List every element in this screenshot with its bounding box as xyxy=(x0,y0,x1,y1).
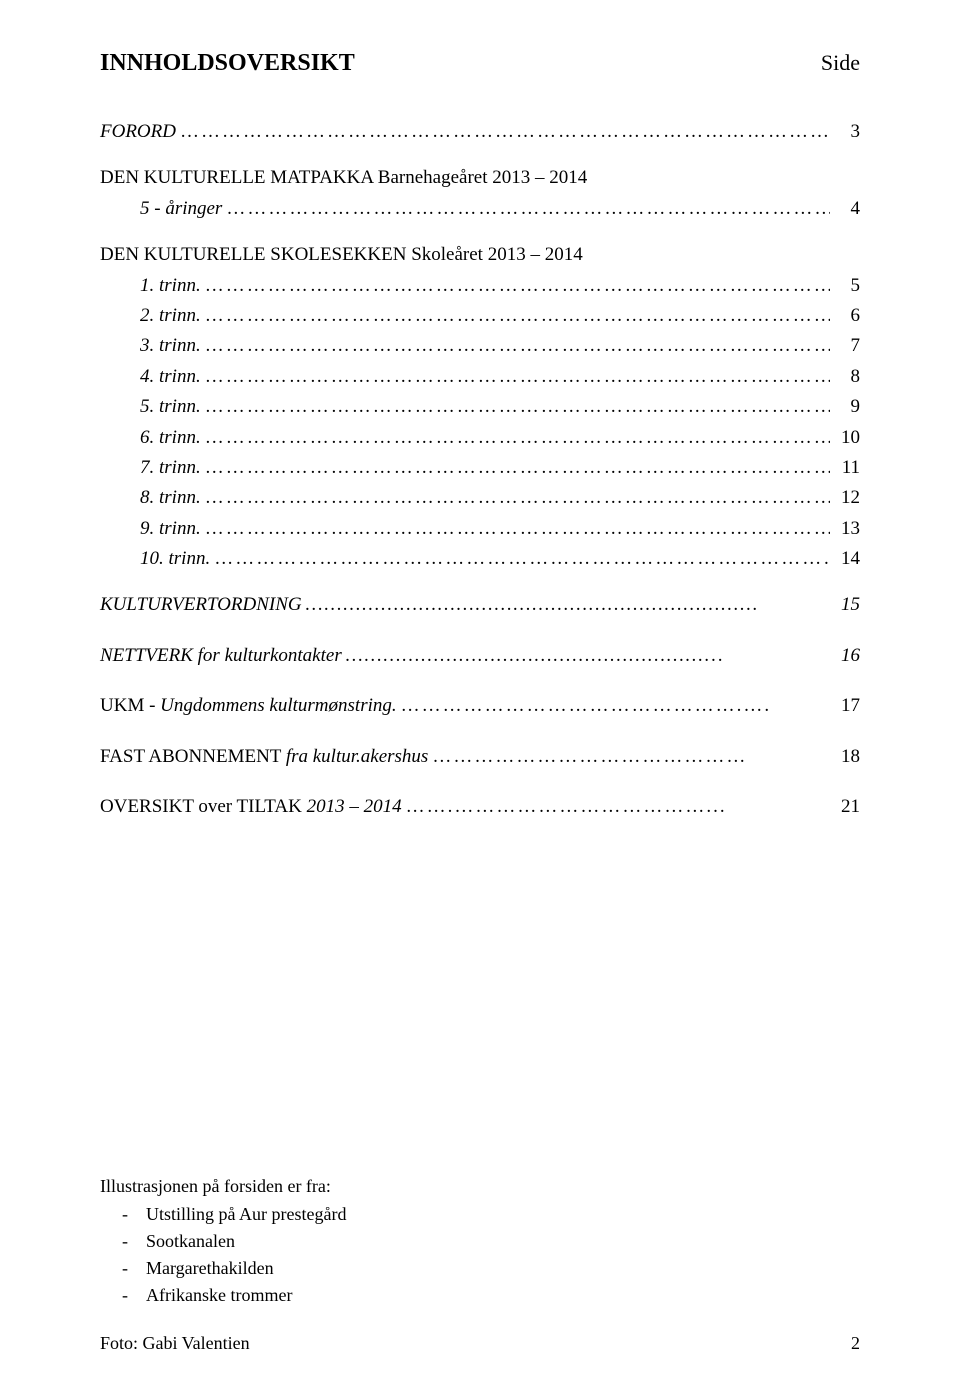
toc-leader: ……………………………………………………………………………….. xyxy=(201,331,830,361)
toc-leader: …………………………………………………………………………………….. xyxy=(176,117,830,147)
toc-entry: KULTURVERTORDNING……………………………………………………………… xyxy=(100,590,860,620)
footer-list-item: Utstilling på Aur prestegård xyxy=(146,1201,346,1228)
toc-leader: ……………………………………… xyxy=(428,742,830,772)
toc-page: 15 xyxy=(830,590,860,620)
toc-leader: ……………………………………………………………………………….. xyxy=(201,453,830,483)
toc-page: 4 xyxy=(830,194,860,224)
spacer xyxy=(100,574,860,590)
spacer xyxy=(100,147,860,163)
toc-entry: NETTVERK for kulturkontakter………………………………… xyxy=(100,641,860,671)
toc-page: 16 xyxy=(830,641,860,671)
toc-leader: ……………………………………………………………………………….. xyxy=(201,362,830,392)
footer-section: Illustrasjonen på forsiden er fra: Utsti… xyxy=(100,1176,346,1354)
spacer xyxy=(100,772,860,792)
toc-entry: 5 - åringer……………………………………………………………………………… xyxy=(100,194,860,224)
toc-page: 7 xyxy=(830,331,860,361)
toc-leader: ……………………………………………………………………………….. xyxy=(201,271,830,301)
toc-page: 6 xyxy=(830,301,860,331)
toc-entry: 7. trinn.……………………………………………………………………………….… xyxy=(100,453,860,483)
toc-leader: ……………………………………………………………………………….. xyxy=(210,544,830,574)
toc-text: 2. trinn. xyxy=(140,301,201,331)
toc-page: 13 xyxy=(830,514,860,544)
footer-list: Utstilling på Aur prestegårdSootkanalenM… xyxy=(100,1201,346,1309)
toc-entry: 6. trinn.……………………………………………………………………………….… xyxy=(100,423,860,453)
toc-entry: 2. trinn.……………………………………………………………………………….… xyxy=(100,301,860,331)
footer-intro: Illustrasjonen på forsiden er fra: xyxy=(100,1176,346,1197)
toc-page: 10 xyxy=(830,423,860,453)
toc-text: OVERSIKT over TILTAK 2013 – 2014 xyxy=(100,792,402,822)
toc-text: 3. trinn. xyxy=(140,331,201,361)
toc-leader: ……………………………………………………………………………….. xyxy=(201,483,830,513)
toc-page: 11 xyxy=(830,453,860,483)
toc-leader: ……………………………………………………………………………….. xyxy=(201,514,830,544)
toc-page: 17 xyxy=(830,691,860,721)
toc-text: 4. trinn. xyxy=(140,362,201,392)
side-label: Side xyxy=(821,50,860,76)
footer-list-item: Sootkanalen xyxy=(146,1228,346,1255)
toc-text: 6. trinn. xyxy=(140,423,201,453)
toc-entry: 3. trinn.……………………………………………………………………………….… xyxy=(100,331,860,361)
toc-text: FAST ABONNEMENT fra kultur.akershus xyxy=(100,742,428,772)
toc-leader: ……………………………………………………………………………….. xyxy=(201,392,830,422)
toc-entry: DEN KULTURELLE MATPAKKA Barnehageåret 20… xyxy=(100,163,860,193)
table-of-contents: FORORD……………………………………………………………………………………..… xyxy=(100,117,860,822)
footer-photo-credit: Foto: Gabi Valentien xyxy=(100,1333,346,1354)
toc-page: 18 xyxy=(830,742,860,772)
toc-entry: 1. trinn.……………………………………………………………………………….… xyxy=(100,271,860,301)
spacer xyxy=(100,224,860,240)
toc-text: NETTVERK for kulturkontakter xyxy=(100,641,342,671)
toc-leader: …….………………………………... xyxy=(402,792,830,822)
toc-text: 1. trinn. xyxy=(140,271,201,301)
page-title: INNHOLDSOVERSIKT xyxy=(100,50,355,77)
toc-entry: 9. trinn.……………………………………………………………………………….… xyxy=(100,514,860,544)
toc-text: DEN KULTURELLE SKOLESEKKEN Skoleåret 201… xyxy=(100,240,583,270)
toc-leader: ………………………………………….…. xyxy=(397,691,830,721)
toc-page: 14 xyxy=(830,544,860,574)
toc-text: KULTURVERTORDNING xyxy=(100,590,302,620)
toc-page: 5 xyxy=(830,271,860,301)
toc-entry: FAST ABONNEMENT fra kultur.akershus……………… xyxy=(100,742,860,772)
footer-list-item: Afrikanske trommer xyxy=(146,1282,346,1309)
spacer xyxy=(100,621,860,641)
toc-page: 12 xyxy=(830,483,860,513)
toc-page: 3 xyxy=(830,117,860,147)
toc-entry: 10. trinn.………………………………………………………………………………… xyxy=(100,544,860,574)
header-row: INNHOLDSOVERSIKT Side xyxy=(100,50,860,77)
toc-page: 8 xyxy=(830,362,860,392)
footer-list-item: Margarethakilden xyxy=(146,1255,346,1282)
toc-text: 7. trinn. xyxy=(140,453,201,483)
toc-leader: ……………………………………………………………… xyxy=(302,590,830,620)
page-number: 2 xyxy=(851,1333,860,1354)
toc-leader: ……………………………………………………………………………….. xyxy=(201,423,830,453)
spacer xyxy=(100,722,860,742)
toc-text: FORORD xyxy=(100,117,176,147)
toc-entry: DEN KULTURELLE SKOLESEKKEN Skoleåret 201… xyxy=(100,240,860,270)
toc-text: 5. trinn. xyxy=(140,392,201,422)
toc-entry: FORORD……………………………………………………………………………………..… xyxy=(100,117,860,147)
toc-leader: ……………………………………………………………………………….. xyxy=(201,301,830,331)
toc-entry: 5. trinn.……………………………………………………………………………….… xyxy=(100,392,860,422)
toc-text: 10. trinn. xyxy=(140,544,210,574)
toc-leader: …………………………………………………... xyxy=(342,641,830,671)
toc-text: UKM - Ungdommens kulturmønstring. xyxy=(100,691,397,721)
toc-entry: OVERSIKT over TILTAK 2013 – 2014…….……………… xyxy=(100,792,860,822)
toc-text: 9. trinn. xyxy=(140,514,201,544)
toc-text: 8. trinn. xyxy=(140,483,201,513)
toc-leader: …………………………………………………………………………………….. xyxy=(222,194,830,224)
toc-page: 21 xyxy=(830,792,860,822)
toc-entry: 8. trinn.……………………………………………………………………………….… xyxy=(100,483,860,513)
spacer xyxy=(100,671,860,691)
toc-entry: 4. trinn.……………………………………………………………………………….… xyxy=(100,362,860,392)
toc-text: DEN KULTURELLE MATPAKKA Barnehageåret 20… xyxy=(100,163,587,193)
toc-text: 5 - åringer xyxy=(140,194,222,224)
toc-entry: UKM - Ungdommens kulturmønstring.…………………… xyxy=(100,691,860,721)
toc-page: 9 xyxy=(830,392,860,422)
